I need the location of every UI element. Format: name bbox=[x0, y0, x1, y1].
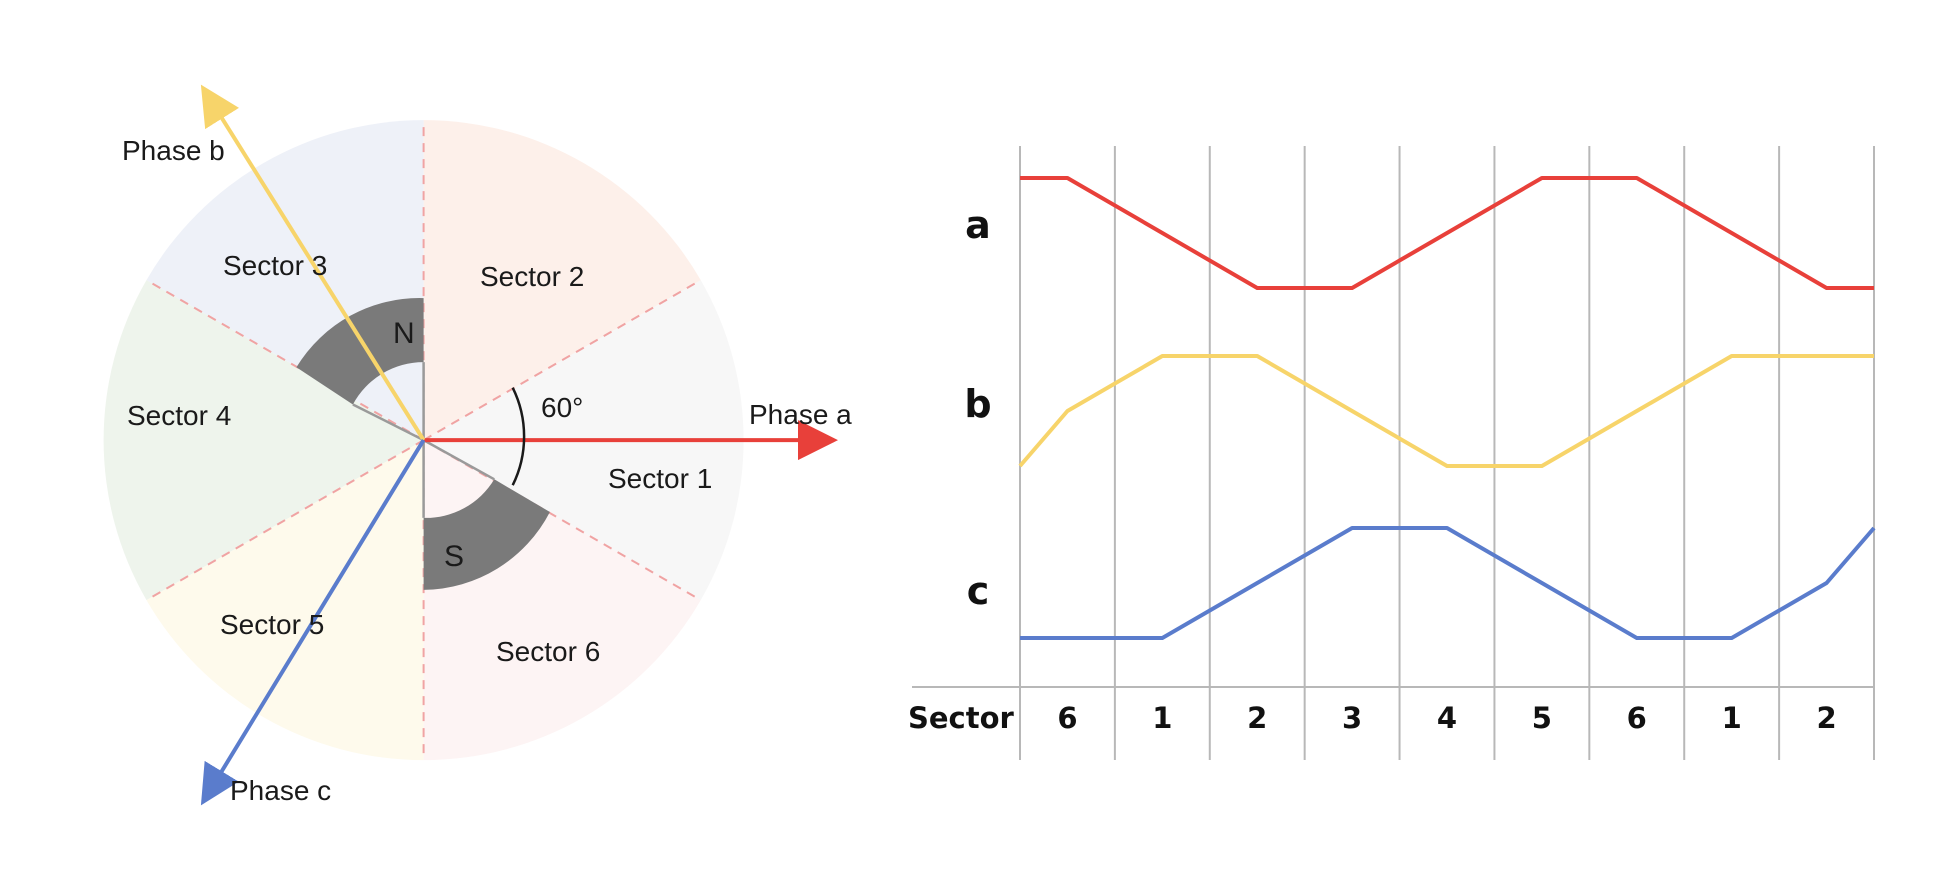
signal-line-a bbox=[1020, 176, 1874, 290]
row-label-a: a bbox=[965, 203, 991, 247]
south-pole bbox=[423, 479, 550, 590]
chart-row-labels: a b c bbox=[964, 203, 991, 613]
sector-label-1: Sector 1 bbox=[608, 463, 712, 494]
north-pole bbox=[296, 298, 424, 405]
sector-boundary-line bbox=[145, 439, 425, 601]
sector-boundary-line bbox=[145, 279, 425, 441]
sector-label-3: Sector 3 bbox=[223, 250, 327, 281]
signal-line-c bbox=[1020, 526, 1876, 640]
sector-number: 5 bbox=[1532, 701, 1552, 735]
phase-c-label: Phase c bbox=[230, 775, 331, 806]
sector-label-5: Sector 5 bbox=[220, 609, 324, 640]
chart-grid bbox=[912, 146, 1875, 760]
sector-label-2: Sector 2 bbox=[480, 261, 584, 292]
north-label: N bbox=[393, 317, 415, 350]
phase-c-arrow bbox=[200, 439, 426, 806]
row-label-c: c bbox=[967, 569, 990, 613]
phase-b-label: Phase b bbox=[122, 135, 225, 166]
sector-number: 2 bbox=[1816, 701, 1836, 735]
sector-labels: Sector 1 Sector 2 Sector 3 Sector 4 Sector 5… bbox=[127, 250, 712, 667]
sector-label-4: Sector 4 bbox=[127, 400, 231, 431]
chart-sector-numbers: 6 1 2 3 4 5 6 1 2 bbox=[1057, 701, 1836, 735]
sector-number: 2 bbox=[1247, 701, 1267, 735]
sector-number: 6 bbox=[1057, 701, 1077, 735]
row-label-b: b bbox=[964, 382, 991, 426]
sector-number: 3 bbox=[1342, 701, 1362, 735]
signal-line-b bbox=[1018, 354, 1874, 468]
sector-wedges bbox=[103, 120, 744, 761]
sector-boundary-line bbox=[423, 279, 702, 441]
south-label: S bbox=[444, 540, 464, 573]
chart-lines bbox=[1018, 176, 1876, 640]
angle-arc bbox=[511, 387, 526, 486]
sector-wedge-4 bbox=[103, 280, 424, 601]
x-axis-label: Sector bbox=[908, 701, 1015, 735]
sector-number: 4 bbox=[1437, 701, 1457, 735]
sector-diagram: N S 60° Phase a Phase b Phase c Sector 1… bbox=[103, 84, 852, 806]
hall-signal-chart: a b c Sector 6 1 2 3 4 5 6 1 2 bbox=[908, 146, 1876, 760]
sector-number: 1 bbox=[1722, 701, 1742, 735]
sector-number: 6 bbox=[1627, 701, 1647, 735]
phase-a-label: Phase a bbox=[749, 399, 852, 430]
angle-label: 60° bbox=[541, 392, 583, 423]
sector-wedge-5 bbox=[146, 440, 424, 761]
phase-b-arrow bbox=[200, 84, 426, 442]
sector-label-6: Sector 6 bbox=[496, 636, 600, 667]
sector-wedge-2 bbox=[423, 120, 701, 441]
sector-number: 1 bbox=[1152, 701, 1172, 735]
